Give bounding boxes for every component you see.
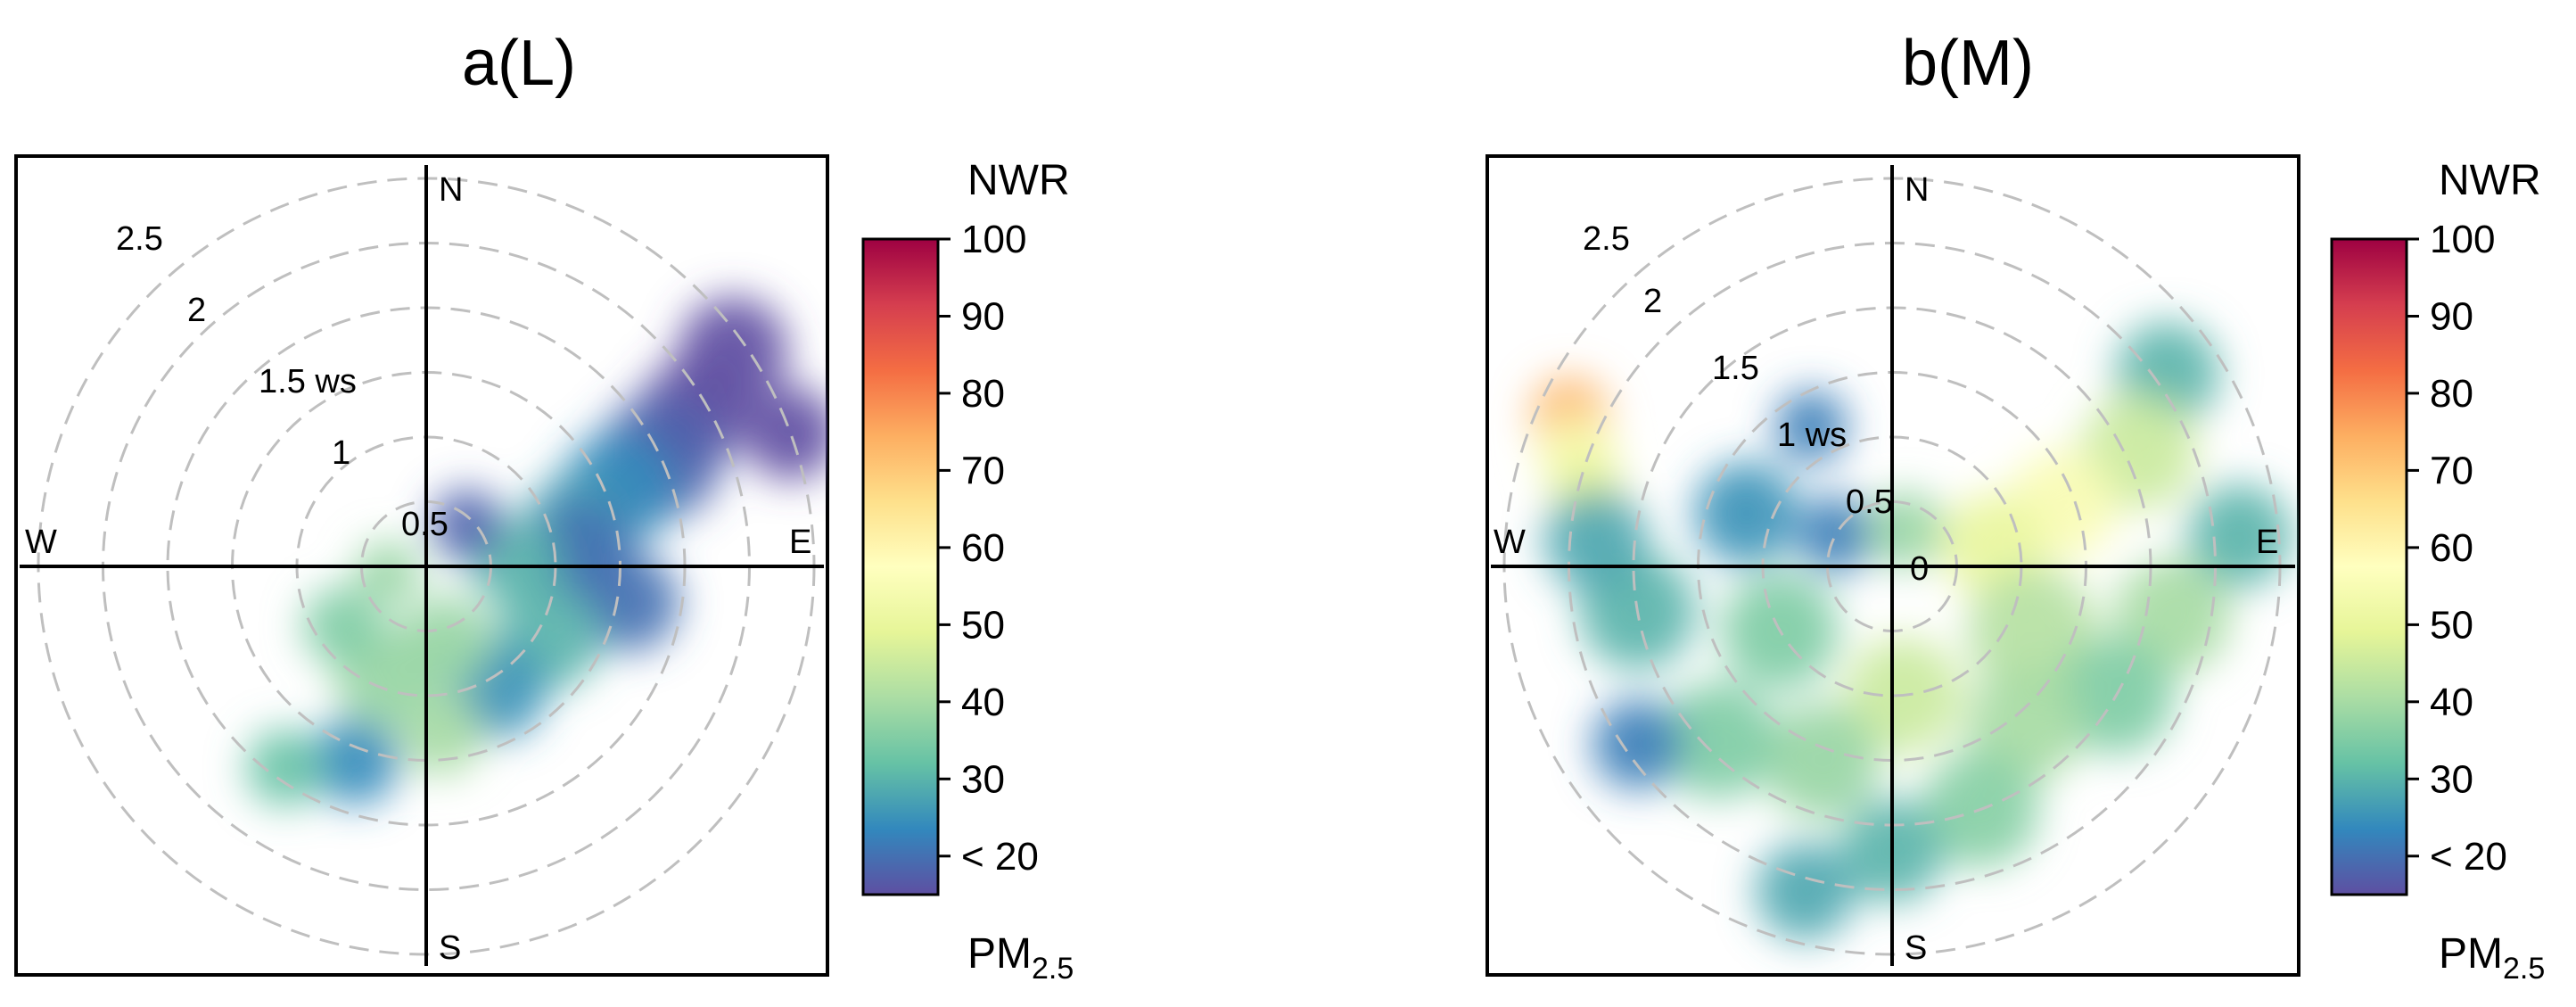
panel-a-ring-label-1.5: 1.5 ws [259, 363, 357, 400]
panel-a-surface-cell [355, 541, 421, 606]
panel-b-ring-label-2.5: 2.5 [1583, 220, 1630, 258]
panel-a: a(L) N S E W 0.5 1 1.5 ws 2 2.5 NWR 100 9… [14, 28, 1074, 986]
panel-b-colorbar-title: NWR [2439, 157, 2541, 204]
panel-a-ring-label-2.5: 2.5 [116, 220, 163, 258]
panel-b-colorbar-subtitle-main: PM [2439, 930, 2503, 978]
panel-b-colorbar-subtitle-sub: 2.5 [2503, 952, 2545, 986]
panel-a-surface-cell [744, 387, 827, 481]
panel-a-colorbar-tick-label: 90 [961, 295, 1005, 339]
panel-b-colorbar-tick-label: 60 [2430, 526, 2473, 570]
panel-b-surface-cell [1543, 488, 1648, 592]
panel-a-colorbar-tick-label: 60 [961, 526, 1005, 570]
panel-a-surface-cell [580, 553, 679, 652]
panel-a-surface-cell [311, 716, 400, 805]
panel-b-surface-cell [1797, 495, 1875, 574]
panel-a-surface-cell [246, 729, 325, 807]
panel-a-pollution-surface [246, 296, 827, 807]
panel-b-surface-cell [1659, 681, 1777, 799]
panel-b-title: b(M) [1902, 28, 2034, 99]
panel-b-surface-cell [2188, 483, 2292, 588]
panel-b-colorbar-ticks: 100 90 80 70 60 50 40 30 < 20 [2407, 218, 2507, 879]
panel-b-colorbar-tick-label: 80 [2430, 372, 2473, 416]
panel-a-ring-label-0.5: 0.5 [401, 506, 449, 543]
panel-b: b(M) N S E W 0 0.5 1 ws 1.5 2 2.5 NWR 10… [1486, 28, 2545, 986]
panel-b-colorbar-tick-label: 30 [2430, 757, 2473, 801]
panel-a-colorbar-tick-label: < 20 [961, 835, 1039, 879]
panel-a-colorbar-title: NWR [967, 157, 1070, 204]
panel-b-east-label: E [2256, 524, 2278, 561]
panel-b-colorbar-tick-label: 100 [2430, 218, 2495, 261]
panel-b-colorbar-tick-label: < 20 [2430, 835, 2507, 879]
panel-a-south-label: S [439, 929, 461, 967]
panel-b-colorbar-tick-label: 70 [2430, 449, 2473, 492]
panel-a-east-label: E [789, 524, 811, 561]
panel-b-ring-label-0.5: 0.5 [1846, 483, 1893, 521]
panel-b-ring-label-2: 2 [1643, 283, 1662, 320]
panel-b-north-label: N [1905, 171, 1929, 209]
panel-a-colorbar-subtitle: PM2.5 [967, 930, 1074, 986]
panel-b-colorbar-tick-label: 90 [2430, 295, 2473, 339]
panel-a-ring-label-2: 2 [187, 292, 206, 329]
panel-b-surface-cell [1593, 698, 1683, 790]
panel-b-surface-cell [1756, 842, 1855, 941]
panel-a-colorbar-bar [861, 237, 940, 896]
panel-b-ring-label-1.5: 1.5 [1712, 350, 1759, 387]
panel-a-colorbar-subtitle-main: PM [967, 930, 1032, 978]
panel-a-north-label: N [439, 171, 463, 209]
panel-a-title: a(L) [462, 28, 576, 99]
panel-b-ring-label-1: 1 ws [1777, 417, 1847, 454]
panel-a-colorbar-tick-label: 80 [961, 372, 1005, 416]
panel-b-colorbar-bar [2330, 237, 2408, 896]
panel-a-colorbar-tick-label: 40 [961, 681, 1005, 724]
panel-a-colorbar-subtitle-sub: 2.5 [1032, 952, 1074, 986]
panel-b-surface-cell [1763, 702, 1880, 820]
panel-b-colorbar: NWR 100 90 80 70 60 50 40 30 < 20 PM2.5 [2330, 157, 2545, 986]
panel-a-colorbar-tick-label: 100 [961, 218, 1026, 261]
panel-b-surface-cell [1968, 567, 2098, 697]
panel-b-west-label: W [1494, 524, 1526, 561]
panel-a-ring-label-1: 1 [332, 434, 350, 472]
panel-b-south-label: S [1905, 929, 1927, 967]
panel-a-colorbar-tick-label: 30 [961, 757, 1005, 801]
panel-a-west-label: W [25, 524, 57, 561]
panel-b-surface-cell [1694, 461, 1798, 565]
panel-b-colorbar-tick-label: 40 [2430, 681, 2473, 724]
panel-b-ring-label-0: 0 [1910, 550, 1929, 588]
panel-b-surface-cell [1774, 390, 1848, 463]
panel-a-colorbar: NWR 100 90 80 70 60 50 40 30 < 20 PM2.5 [861, 157, 1074, 986]
panel-a-colorbar-ticks: 100 90 80 70 60 50 40 30 < 20 [938, 218, 1039, 879]
panel-b-colorbar-subtitle: PM2.5 [2439, 930, 2545, 986]
panel-a-colorbar-tick-label: 50 [961, 603, 1005, 647]
panel-b-colorbar-tick-label: 50 [2430, 603, 2473, 647]
panel-a-colorbar-tick-label: 70 [961, 449, 1005, 492]
